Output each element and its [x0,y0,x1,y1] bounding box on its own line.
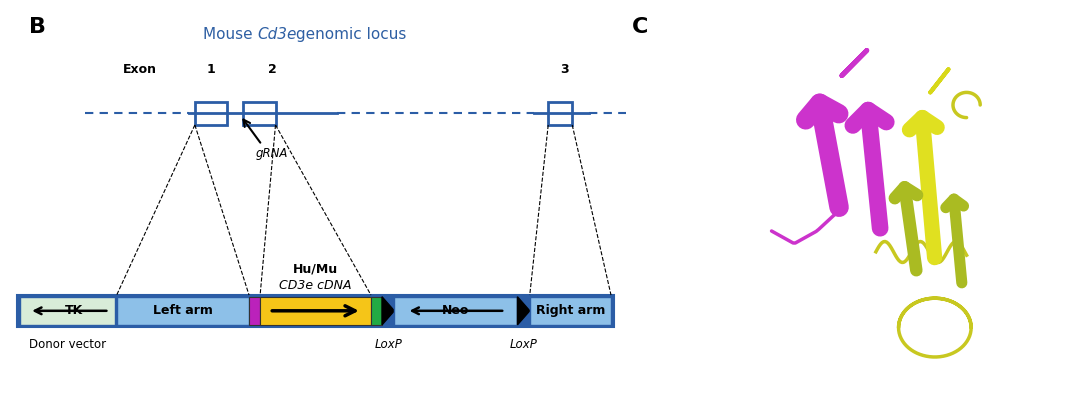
Polygon shape [382,297,394,325]
Text: Cd3e: Cd3e [257,27,296,42]
FancyBboxPatch shape [243,102,275,125]
Text: Mouse: Mouse [203,27,257,42]
Text: C: C [632,17,648,37]
FancyBboxPatch shape [21,297,116,325]
FancyBboxPatch shape [394,297,517,325]
Text: Donor vector: Donor vector [29,338,107,351]
FancyBboxPatch shape [260,297,370,325]
Text: Exon: Exon [123,63,157,76]
FancyBboxPatch shape [530,297,611,325]
FancyBboxPatch shape [249,297,260,325]
Text: Neo: Neo [442,304,470,317]
Text: 3: 3 [561,63,569,76]
Text: CD3e cDNA: CD3e cDNA [280,279,352,292]
Text: B: B [29,17,46,37]
Polygon shape [517,297,530,325]
FancyBboxPatch shape [117,297,249,325]
FancyBboxPatch shape [549,102,572,125]
FancyBboxPatch shape [370,297,382,325]
Text: LoxP: LoxP [375,338,402,351]
Text: genomic locus: genomic locus [291,27,406,42]
FancyBboxPatch shape [17,295,615,327]
Text: 1: 1 [206,63,215,76]
Text: 2: 2 [268,63,276,76]
Text: gRNA: gRNA [256,147,288,160]
Text: Hu/Mu: Hu/Mu [293,262,338,275]
FancyBboxPatch shape [194,102,227,125]
Text: LoxP: LoxP [510,338,538,351]
Text: TK: TK [65,304,83,317]
Text: Right arm: Right arm [536,304,605,317]
Text: Left arm: Left arm [153,304,213,317]
